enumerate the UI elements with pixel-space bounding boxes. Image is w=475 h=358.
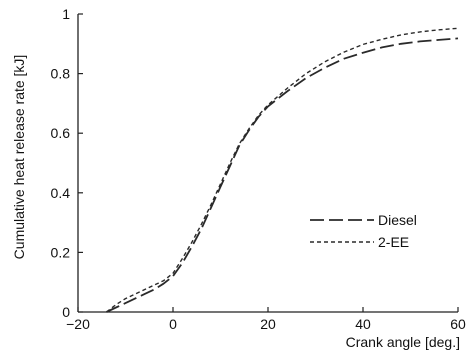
x-tick-label: 60 [450, 316, 466, 332]
legend: Diesel 2-EE [310, 212, 417, 250]
y-tick-label: 0 [62, 304, 70, 320]
y-tick-label: 1 [62, 6, 70, 22]
y-axis-title: Cumulative heat release rate [kJ] [11, 55, 27, 260]
y-tick-label: 0.8 [51, 66, 71, 82]
x-tick-label: 20 [260, 316, 276, 332]
legend-label-2-ee: 2-EE [378, 234, 409, 250]
y-tick-label: 0.2 [51, 244, 71, 260]
legend-label-diesel: Diesel [378, 212, 417, 228]
x-tick-label: 40 [355, 316, 371, 332]
plot-area [77, 14, 458, 313]
series-line-2-ee [106, 27, 459, 313]
series-line-diesel [106, 37, 459, 313]
x-axis-title: Crank angle [deg.] [346, 334, 460, 350]
x-tick-label: −20 [66, 316, 90, 332]
y-tick-label: 0.6 [51, 125, 71, 141]
y-tick-label: 0.4 [51, 185, 71, 201]
series-layer [106, 27, 459, 313]
x-tick-label: 0 [169, 316, 177, 332]
